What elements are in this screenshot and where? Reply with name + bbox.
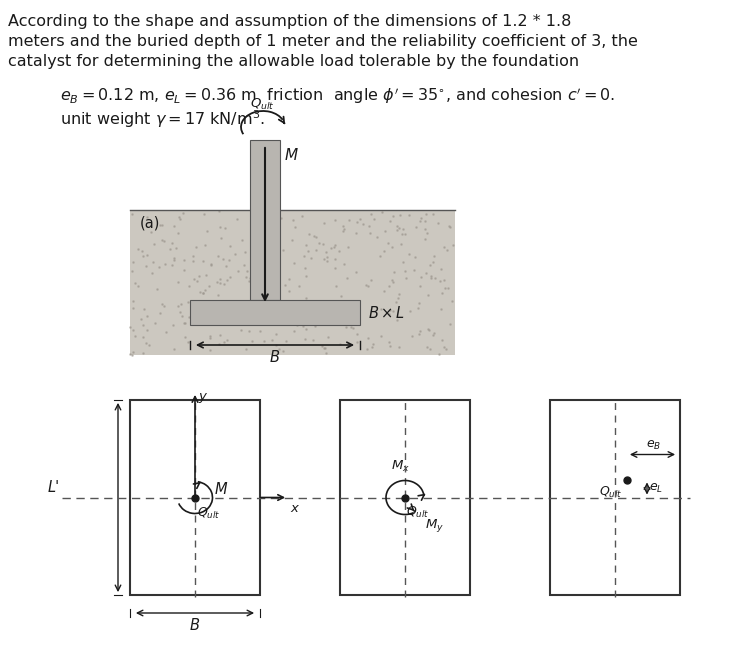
Text: M: M	[215, 482, 228, 497]
Text: L': L'	[48, 481, 60, 495]
Text: $Q_{ult}$: $Q_{ult}$	[197, 506, 221, 520]
Text: $B \times L$: $B \times L$	[368, 305, 405, 320]
Text: M: M	[285, 148, 298, 162]
Text: $M_y$: $M_y$	[425, 518, 444, 534]
Bar	[550, 400, 680, 595]
Text: $Q_{ult}$: $Q_{ult}$	[406, 504, 430, 520]
Bar	[130, 210, 455, 355]
Bar	[250, 140, 280, 300]
Text: catalyst for determining the allowable load tolerable by the foundation: catalyst for determining the allowable l…	[8, 54, 579, 69]
Text: (a): (a)	[140, 215, 160, 230]
Text: $Q_{ult}$: $Q_{ult}$	[250, 97, 274, 112]
Bar	[130, 400, 260, 595]
Text: $e_B = 0.12$ m, $e_L = 0.36$ m  friction  angle $\phi^{\prime} = 35^{\circ}$, an: $e_B = 0.12$ m, $e_L = 0.36$ m friction …	[60, 86, 615, 107]
Bar	[190, 300, 360, 325]
Text: B: B	[270, 350, 280, 365]
Text: meters and the buried depth of 1 meter and the reliability coefficient of 3, the: meters and the buried depth of 1 meter a…	[8, 34, 638, 49]
Text: $e_B$: $e_B$	[646, 438, 661, 451]
Text: $e_L$: $e_L$	[649, 482, 663, 495]
Text: According to the shape and assumption of the dimensions of 1.2 * 1.8: According to the shape and assumption of…	[8, 14, 571, 29]
Text: $M_x$: $M_x$	[390, 458, 410, 473]
Text: $Q_{ult}$: $Q_{ult}$	[599, 485, 623, 500]
Text: B: B	[190, 618, 200, 633]
Text: y: y	[198, 390, 206, 403]
Bar	[340, 400, 470, 595]
Text: x: x	[290, 502, 298, 514]
Text: unit weight $\gamma = 17$ kN/m$^3$.: unit weight $\gamma = 17$ kN/m$^3$.	[60, 108, 265, 130]
